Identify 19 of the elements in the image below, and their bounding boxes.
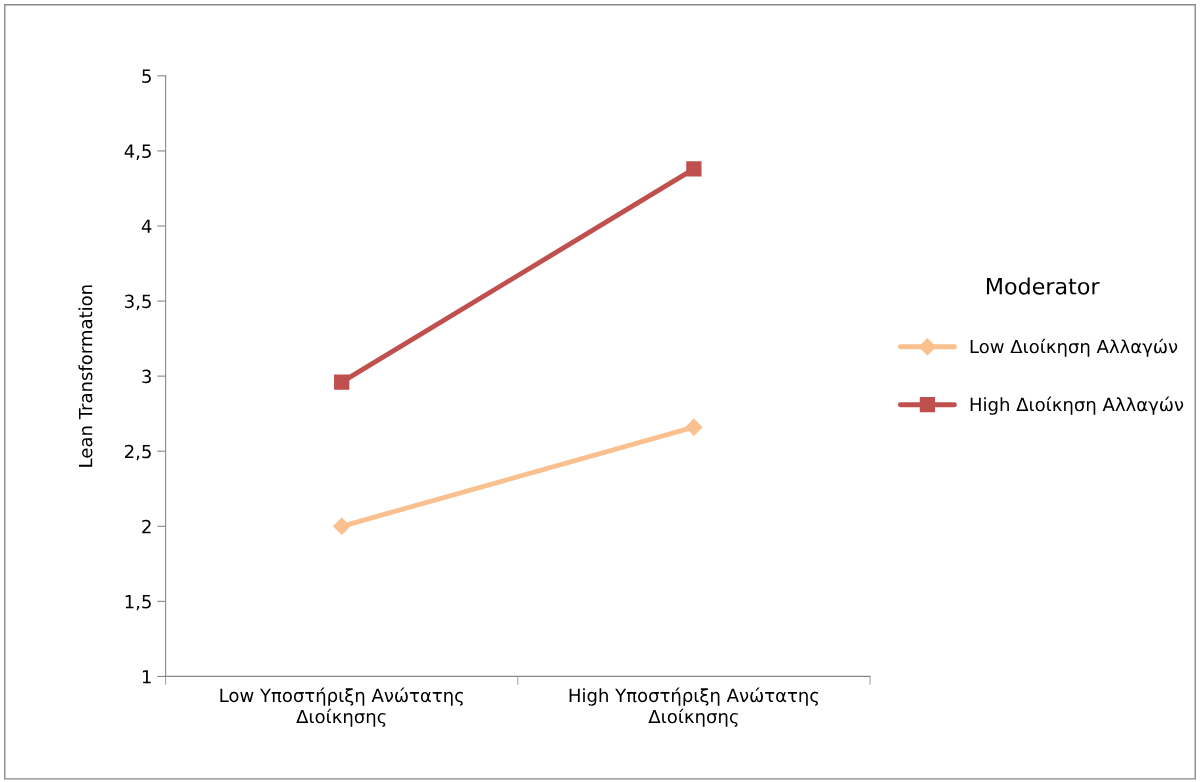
y-tick-label: 3,5: [125, 294, 151, 311]
legend-title: Moderator: [986, 277, 1100, 295]
point: [685, 418, 703, 436]
y-tick-label: 1,5: [125, 595, 151, 611]
y-tick-label: 3: [142, 369, 151, 384]
point: [686, 161, 702, 177]
x-tick-label: Low Υποστήριξη Ανώτατης Διοίκησης: [220, 687, 463, 727]
x-tick-label: High Υποστήριξη Ανώτατης Διοίκησης: [569, 687, 819, 727]
y-tick-label: 4: [141, 219, 152, 233]
point: [333, 517, 351, 535]
y-tick-label: 2,5: [125, 444, 151, 461]
y-tick-label: 1: [142, 670, 151, 684]
legend-label: High Διοίκηση Αλλαγών: [970, 396, 1184, 415]
y-tick-label: 5: [142, 69, 151, 83]
point: [334, 374, 350, 390]
y-tick-label: 4,5: [124, 144, 151, 160]
y-tick-label: 2: [142, 519, 151, 534]
y-axis-title: Lean Transformation: [78, 285, 93, 467]
legend-label: Low Διοίκηση Αλλαγών: [970, 338, 1178, 357]
